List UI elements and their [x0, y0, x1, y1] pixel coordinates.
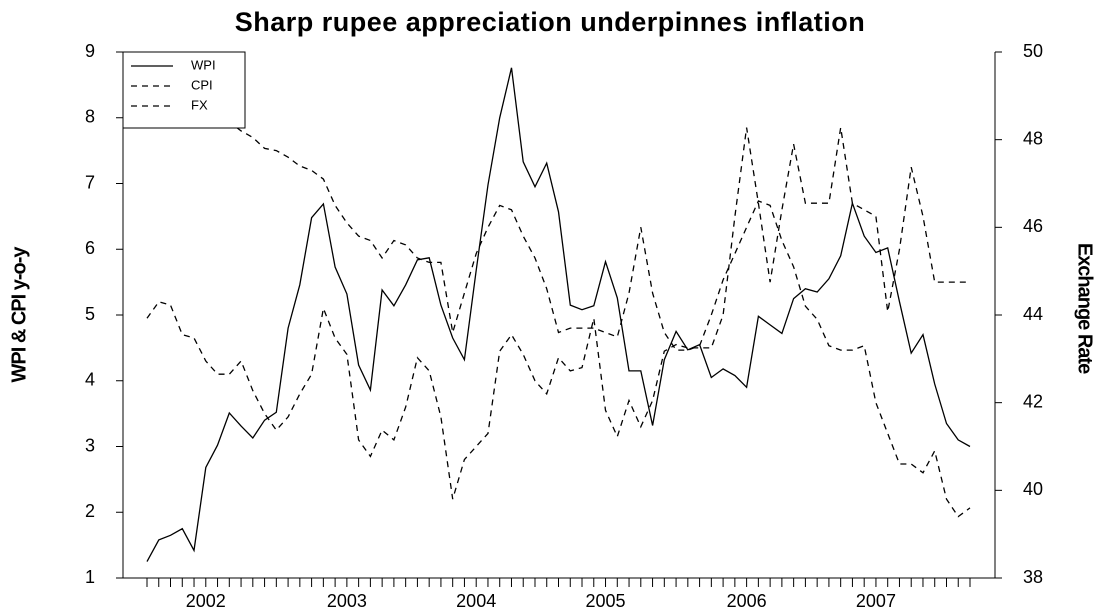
legend-box	[122, 51, 246, 129]
y-tick-label: 6	[85, 238, 95, 258]
legend-label: CPI	[191, 77, 213, 92]
chart-title: Sharp rupee appreciation underpinnes inf…	[235, 7, 866, 37]
y2-tick-label: 46	[1023, 216, 1043, 236]
x-tick-label: 2005	[586, 591, 626, 610]
y2-tick-label: 44	[1023, 304, 1043, 324]
x-tick-label: 2002	[186, 591, 226, 610]
y-tick-label: 5	[85, 304, 95, 324]
line-fx	[147, 90, 971, 518]
y-tick-label: 1	[85, 567, 95, 587]
y-tick-label: 9	[85, 41, 95, 61]
y2-axis-title: Exchange Rate	[1074, 243, 1096, 374]
y2-tick-label: 42	[1023, 391, 1043, 411]
x-tick-label: 2004	[456, 591, 496, 610]
y-tick-label: 8	[85, 107, 95, 127]
y2-tick-label: 38	[1023, 567, 1043, 587]
line-cpi	[146, 127, 970, 500]
x-tick-label: 2003	[327, 591, 367, 610]
y-tick-label: 7	[85, 172, 95, 192]
legend: WPI CPI FX	[122, 51, 246, 129]
y2-tick-label: 50	[1023, 41, 1043, 61]
legend-label: WPI	[191, 57, 216, 72]
y-tick-label: 3	[85, 435, 95, 455]
x-tick-label: 2006	[727, 591, 767, 610]
y-axis-title: WPI & CPI y-o-y	[8, 246, 30, 383]
x-tick-label: 2007	[856, 591, 896, 610]
line-wpi	[146, 67, 971, 562]
y2-tick-label: 40	[1023, 479, 1043, 499]
y-tick-label: 4	[85, 370, 95, 390]
y2-tick-label: 48	[1023, 128, 1043, 148]
legend-label: FX	[191, 97, 208, 112]
y-tick-label: 2	[85, 501, 95, 521]
